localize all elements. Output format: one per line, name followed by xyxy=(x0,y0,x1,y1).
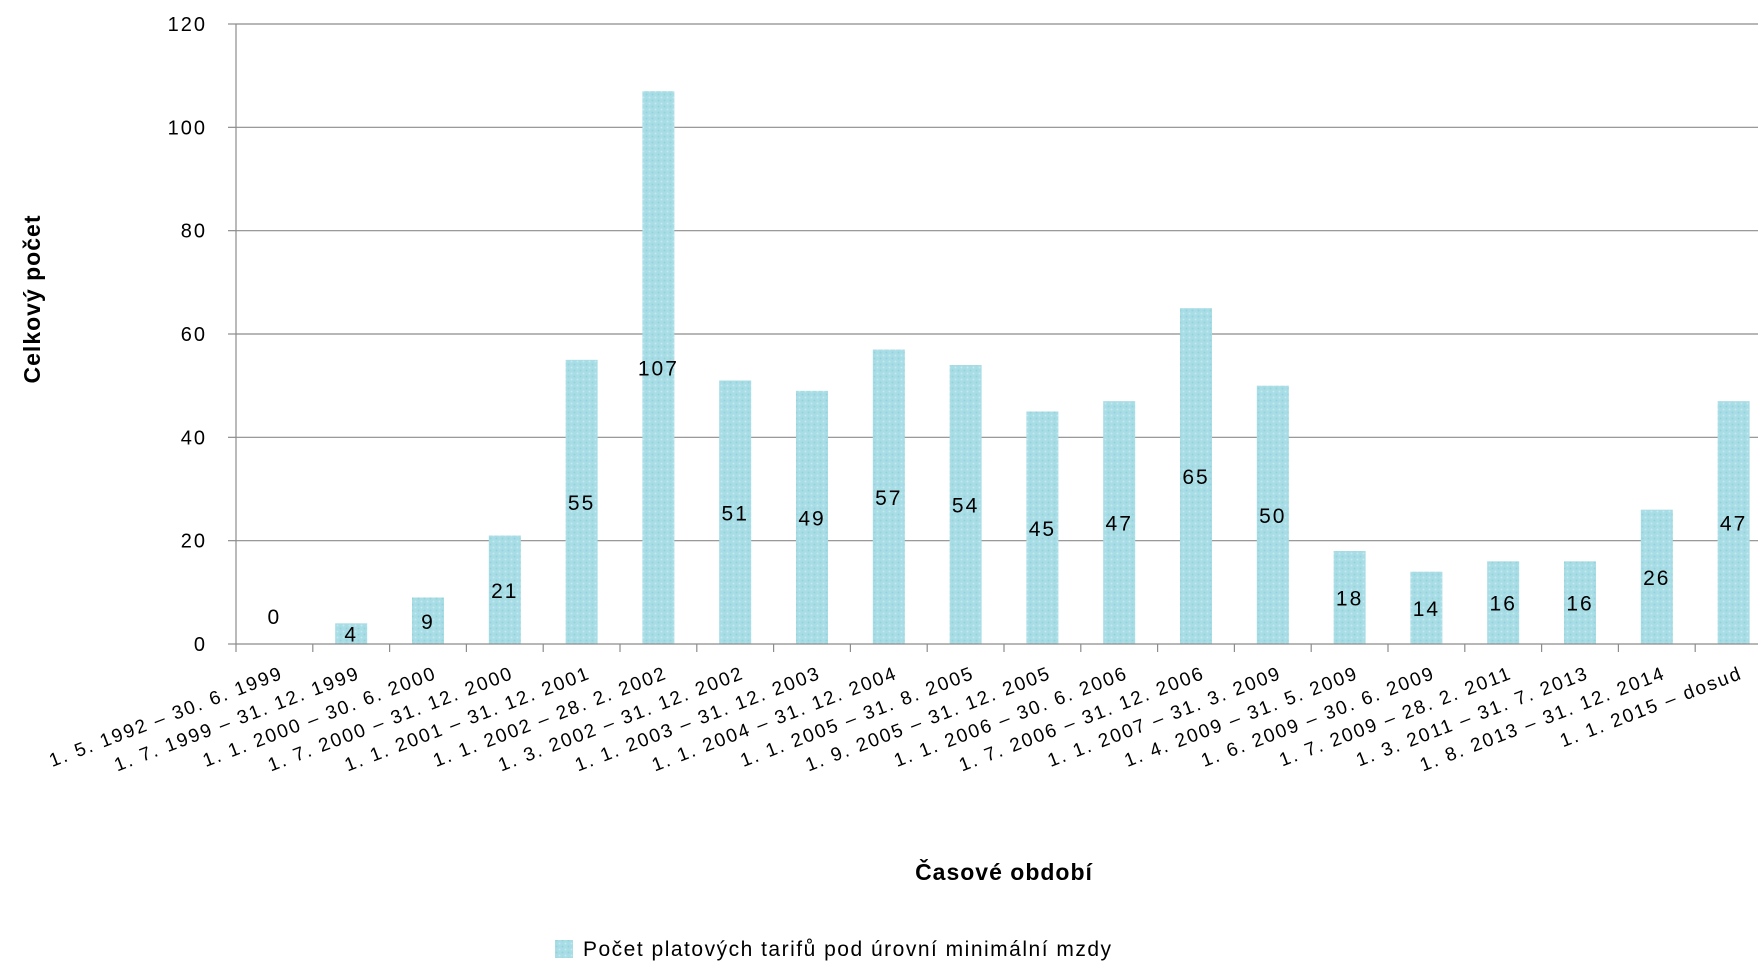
bar xyxy=(488,535,521,644)
data-label: 107 xyxy=(638,358,679,381)
data-label: 26 xyxy=(1643,567,1670,590)
bar xyxy=(412,597,444,644)
data-label: 4 xyxy=(344,624,358,647)
data-label: 14 xyxy=(1413,598,1440,621)
legend-swatch xyxy=(555,940,573,958)
data-label: 16 xyxy=(1566,593,1593,616)
bar xyxy=(642,91,675,644)
data-label: 47 xyxy=(1106,513,1133,536)
bar xyxy=(1410,571,1443,644)
bar xyxy=(1180,308,1212,644)
gridlines xyxy=(236,23,1758,542)
data-label: 54 xyxy=(952,495,979,518)
bar xyxy=(335,623,368,644)
bar xyxy=(1717,401,1750,644)
bars xyxy=(335,91,1750,644)
data-label: 49 xyxy=(798,507,825,530)
bar xyxy=(1564,561,1596,644)
y-tick-label: 120 xyxy=(168,14,207,36)
legend-label: Počet platových tarifů pod úrovní minimá… xyxy=(583,938,1113,961)
axes xyxy=(228,23,1758,652)
bar xyxy=(949,365,982,644)
data-label: 51 xyxy=(722,502,749,525)
bar xyxy=(872,349,905,644)
data-label: 9 xyxy=(421,611,435,634)
bar xyxy=(1333,551,1366,644)
data-label: 65 xyxy=(1182,466,1209,489)
bar xyxy=(1640,509,1673,644)
y-tick-label: 60 xyxy=(181,324,207,346)
y-tick-labels: 0 20 40 60 80 100 120 xyxy=(168,14,207,656)
data-label: 57 xyxy=(875,487,902,510)
data-label: 0 xyxy=(268,606,282,629)
bar xyxy=(796,390,828,644)
bar xyxy=(1026,411,1059,644)
bar xyxy=(565,359,598,644)
bar xyxy=(1256,385,1289,644)
data-label: 45 xyxy=(1029,518,1056,541)
data-label: 21 xyxy=(491,580,518,603)
bar xyxy=(719,380,752,644)
data-label: 18 xyxy=(1336,588,1363,611)
y-axis-title: Celkový počet xyxy=(19,215,45,384)
y-tick-label: 0 xyxy=(194,634,207,656)
x-axis-title: Časové období xyxy=(915,858,1093,885)
legend: Počet platových tarifů pod úrovní minimá… xyxy=(555,938,1113,961)
bar xyxy=(1487,561,1520,644)
data-label: 50 xyxy=(1259,505,1286,528)
y-tick-label: 80 xyxy=(181,221,207,243)
bar xyxy=(1103,401,1136,644)
y-tick-label: 20 xyxy=(181,531,207,553)
y-tick-label: 100 xyxy=(168,117,207,139)
y-tick-label: 40 xyxy=(181,427,207,449)
data-label: 55 xyxy=(568,492,595,515)
data-label: 47 xyxy=(1720,513,1747,536)
data-label: 16 xyxy=(1490,593,1517,616)
